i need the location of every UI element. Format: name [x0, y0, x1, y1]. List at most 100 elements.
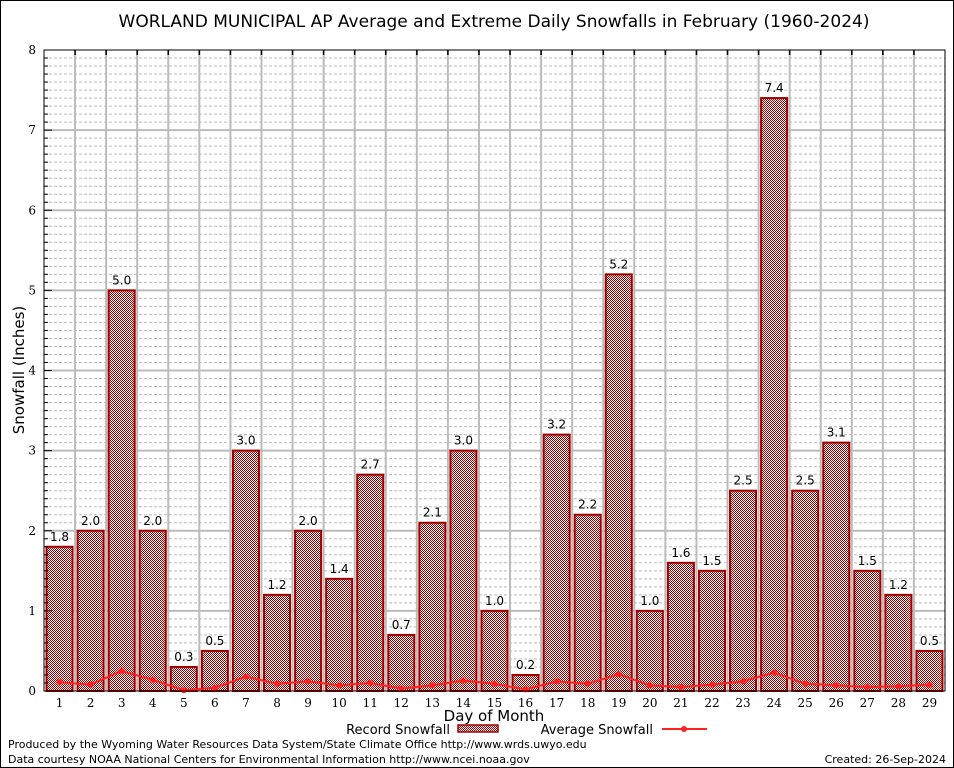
x-tick-label: 16	[518, 696, 533, 710]
average-point-day-1	[56, 679, 63, 686]
x-tick-label: 8	[273, 696, 281, 710]
bar-value-label: 5.0	[112, 273, 131, 287]
average-point-day-13	[429, 682, 436, 689]
average-point-day-17	[553, 678, 560, 685]
bar-value-label: 5.2	[609, 257, 628, 271]
bar-value-label: 2.7	[361, 458, 380, 472]
y-tick-label: 5	[28, 283, 36, 297]
bar-day-8	[263, 593, 292, 692]
y-axis-label: Snowfall (Inches)	[10, 306, 28, 434]
average-point-day-9	[305, 678, 312, 685]
x-tick-label: 15	[487, 696, 502, 710]
x-tick-label: 5	[180, 696, 188, 710]
bar-day-10	[325, 577, 354, 693]
x-tick-label: 4	[149, 696, 157, 710]
plot-border	[43, 49, 946, 692]
x-tick-label: 18	[580, 696, 595, 710]
bar-day-28	[884, 593, 913, 692]
bar-value-label: 1.6	[671, 546, 690, 560]
x-tick-label: 25	[798, 696, 813, 710]
bar-day-12	[387, 633, 416, 692]
bar-value-label: 0.5	[920, 634, 939, 648]
chart-title: WORLAND MUNICIPAL AP Average and Extreme…	[119, 12, 870, 32]
x-tick-label: 3	[118, 696, 126, 710]
bar-day-2	[76, 529, 105, 692]
average-point-day-21	[677, 683, 684, 690]
bar-value-label: 1.0	[640, 594, 659, 608]
x-tick-label: 17	[549, 696, 564, 710]
bar-day-7	[231, 449, 260, 692]
legend: Record Snowfall Average Snowfall	[346, 723, 707, 738]
legend-average-marker	[681, 726, 687, 732]
bar-value-label: 3.0	[454, 434, 473, 448]
bar-value-label: 0.5	[205, 634, 224, 648]
bar-day-3	[107, 289, 136, 692]
x-tick-label: 23	[735, 696, 750, 710]
bar-value-label: 1.4	[330, 562, 349, 576]
bar-value-label: 7.4	[765, 81, 784, 95]
bars: 1.8 2.0 5.0 2.0 0.3 0.5 3.0 1.2 2.0 1.4 2.7 0.7 2.1 3…	[45, 81, 944, 693]
bar-value-label: 1.5	[702, 554, 721, 568]
average-point-day-8	[274, 680, 281, 687]
x-tick-label: 11	[363, 696, 378, 710]
x-tick-label: 21	[673, 696, 688, 710]
bar-day-4	[138, 529, 167, 692]
bar-value-label: 2.0	[299, 514, 318, 528]
bar-value-label: 1.2	[889, 578, 908, 592]
legend-record-swatch	[457, 724, 499, 733]
y-tick-label: 1	[28, 604, 36, 618]
average-point-day-28	[895, 683, 902, 690]
x-tick-label: 27	[860, 696, 875, 710]
x-tick-label: 24	[766, 696, 782, 710]
bar-day-27	[853, 569, 882, 692]
bar-day-17	[542, 433, 571, 692]
bar-day-11	[356, 473, 385, 692]
x-tick-label: 19	[611, 696, 626, 710]
bar-day-14	[449, 449, 478, 692]
x-axis-label: Day of Month	[444, 707, 545, 725]
bar-day-25	[791, 489, 820, 692]
y-tick-label: 7	[28, 123, 36, 137]
average-point-day-6	[211, 684, 218, 691]
x-tick-label: 1	[56, 696, 64, 710]
average-point-day-11	[367, 679, 374, 686]
x-tick-label: 2	[87, 696, 95, 710]
average-point-day-14	[460, 677, 467, 684]
x-tick-label: 29	[922, 696, 937, 710]
y-tick-label: 2	[28, 524, 36, 538]
average-line	[56, 667, 933, 694]
bar-value-label: 3.2	[547, 418, 566, 432]
bar-day-15	[480, 609, 509, 692]
x-tick-label: 12	[394, 696, 409, 710]
bar-day-9	[294, 529, 323, 692]
bar-day-18	[573, 513, 602, 692]
bar-day-26	[822, 441, 851, 692]
bar-value-label: 3.1	[827, 426, 846, 440]
average-point-day-3	[118, 667, 125, 674]
bar-value-label: 2.2	[578, 498, 597, 512]
average-point-day-12	[398, 685, 405, 692]
bar-value-label: 3.0	[236, 434, 255, 448]
bar-value-label: 1.2	[267, 578, 286, 592]
bar-value-label: 0.7	[392, 618, 411, 632]
average-point-day-29	[926, 681, 933, 688]
average-point-day-7	[242, 673, 249, 680]
average-point-day-18	[584, 680, 591, 687]
average-point-day-25	[802, 680, 809, 687]
bar-value-label: 1.5	[858, 554, 877, 568]
y-tick-label: 8	[28, 43, 36, 57]
bar-day-24	[760, 97, 789, 692]
bar-value-label: 2.5	[796, 474, 815, 488]
x-tick-label: 7	[242, 696, 250, 710]
x-tick-label: 20	[642, 696, 657, 710]
average-point-day-10	[336, 682, 343, 689]
x-tick-label: 26	[829, 696, 844, 710]
bar-value-label: 2.1	[423, 506, 442, 520]
y-tick-label: 3	[28, 444, 36, 458]
footer-produced-by: Produced by the Wyoming Water Resources …	[8, 738, 587, 751]
x-tick-label: 14	[456, 696, 472, 710]
bar-value-label: 1.0	[485, 594, 504, 608]
average-point-day-19	[615, 671, 622, 678]
